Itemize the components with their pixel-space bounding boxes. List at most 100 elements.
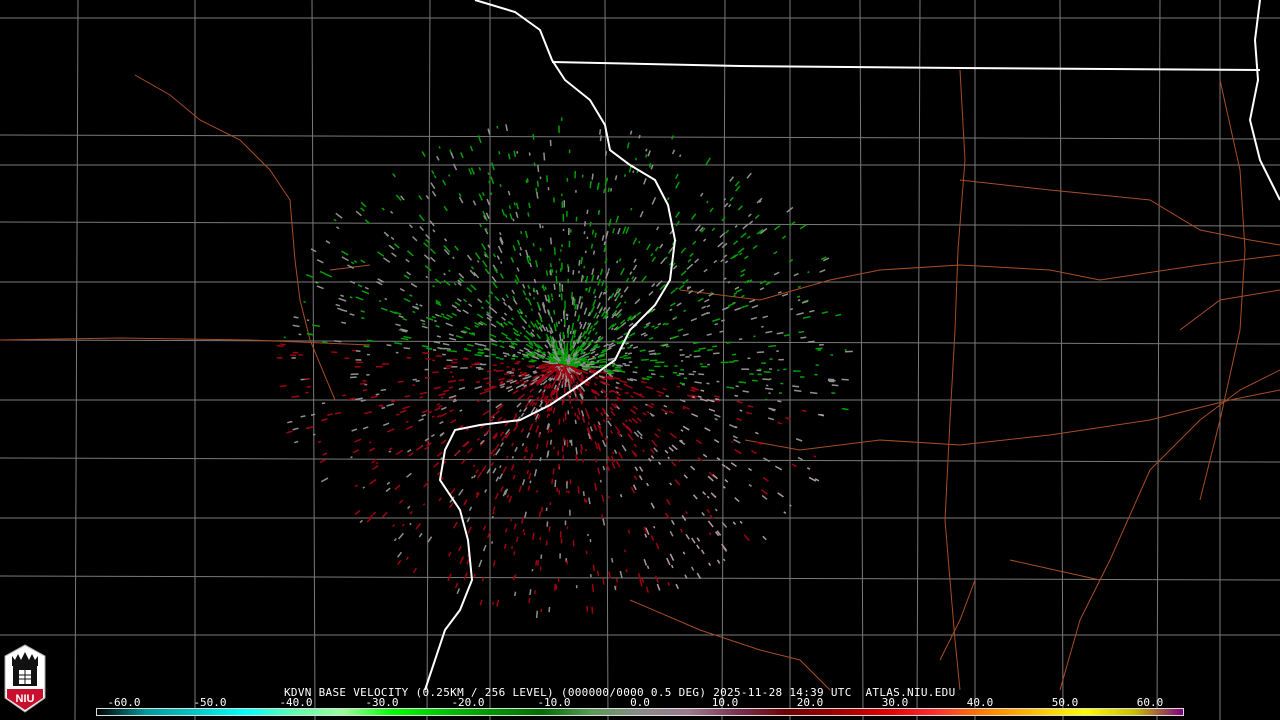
echo-gate bbox=[482, 389, 490, 394]
echo-gate bbox=[438, 404, 443, 408]
echo-gate bbox=[643, 526, 648, 534]
echo-gate bbox=[423, 481, 430, 488]
echo-gate bbox=[606, 416, 610, 420]
echo-gate bbox=[665, 498, 671, 506]
echo-gate bbox=[315, 281, 318, 284]
echo-gate bbox=[538, 373, 544, 377]
echo-gate bbox=[692, 494, 698, 500]
echo-gate bbox=[598, 376, 607, 381]
echo-gate bbox=[604, 285, 608, 292]
echo-gate bbox=[312, 324, 321, 328]
echo-gate bbox=[608, 218, 612, 227]
echo-gate bbox=[671, 135, 675, 140]
echo-gate bbox=[698, 347, 706, 350]
echo-gate bbox=[597, 424, 601, 431]
echo-gate bbox=[539, 223, 542, 229]
echo-gate bbox=[475, 491, 479, 496]
echo-gate bbox=[665, 322, 669, 326]
echo-gate bbox=[494, 295, 500, 302]
echo-gate bbox=[590, 274, 595, 283]
echo-gate bbox=[349, 313, 355, 316]
echo-gate bbox=[593, 396, 598, 400]
echo-gate bbox=[293, 440, 299, 444]
echo-gate bbox=[809, 309, 815, 313]
echo-gate bbox=[670, 289, 676, 295]
echo-gate bbox=[665, 345, 670, 348]
echo-gate bbox=[616, 313, 622, 319]
echo-gate bbox=[582, 351, 586, 355]
echo-gate bbox=[573, 385, 576, 388]
echo-gate bbox=[773, 251, 778, 255]
echo-gate bbox=[544, 344, 549, 349]
echo-gate bbox=[473, 573, 476, 578]
echo-gate bbox=[598, 375, 605, 379]
echo-gate bbox=[582, 275, 585, 279]
echo-gate bbox=[501, 316, 506, 321]
echo-gate bbox=[628, 165, 632, 173]
echo-gate bbox=[582, 368, 588, 371]
echo-gate bbox=[412, 305, 420, 310]
echo-gate bbox=[523, 375, 532, 380]
echo-gate bbox=[555, 342, 559, 350]
echo-gate bbox=[696, 572, 702, 580]
echo-gate bbox=[671, 149, 676, 155]
echo-gate bbox=[623, 332, 628, 336]
echo-gate bbox=[499, 382, 506, 387]
echo-gate bbox=[632, 371, 638, 374]
echo-gate bbox=[604, 178, 608, 186]
echo-gate bbox=[568, 398, 572, 404]
echo-gate bbox=[383, 231, 390, 237]
echo-gate bbox=[478, 193, 483, 201]
echo-gate bbox=[777, 421, 783, 425]
echo-gate bbox=[444, 238, 448, 242]
echo-gate bbox=[633, 431, 640, 438]
echo-gate bbox=[530, 359, 537, 362]
echo-gate bbox=[720, 258, 724, 263]
colorbar-tick: -10.0 bbox=[537, 696, 571, 709]
echo-gate bbox=[535, 443, 539, 450]
echo-gate bbox=[587, 340, 593, 346]
echo-gate bbox=[727, 302, 736, 307]
echo-gate bbox=[579, 339, 583, 344]
echo-gate bbox=[538, 433, 541, 438]
echo-gate bbox=[321, 418, 328, 422]
echo-gate bbox=[632, 170, 635, 173]
echo-gate bbox=[610, 188, 613, 192]
echo-gate bbox=[547, 428, 550, 434]
echo-gate bbox=[505, 294, 509, 299]
echo-gate bbox=[576, 381, 579, 386]
echo-gate bbox=[535, 396, 540, 402]
echo-gate bbox=[692, 341, 700, 345]
echo-gate bbox=[448, 379, 456, 383]
echo-gate bbox=[519, 246, 523, 251]
echo-gate bbox=[548, 413, 551, 417]
echo-gate bbox=[692, 387, 700, 391]
echo-gate bbox=[588, 497, 591, 505]
echo-gate bbox=[422, 322, 426, 326]
echo-gate bbox=[521, 325, 526, 330]
echo-gate bbox=[551, 368, 555, 372]
echo-gate bbox=[752, 244, 758, 250]
echo-gate bbox=[612, 369, 620, 373]
echo-gate bbox=[499, 431, 505, 437]
echo-gate bbox=[407, 449, 412, 453]
echo-gate bbox=[645, 586, 650, 593]
echo-gate bbox=[431, 190, 437, 197]
echo-gate bbox=[466, 516, 471, 523]
echo-gate bbox=[774, 465, 783, 471]
echo-gate bbox=[435, 299, 441, 304]
velocity-echoes bbox=[276, 117, 853, 619]
echo-gate bbox=[612, 310, 617, 316]
echo-gate bbox=[565, 347, 569, 356]
echo-gate bbox=[492, 601, 495, 605]
echo-gate bbox=[640, 380, 647, 384]
echo-gate bbox=[594, 353, 599, 356]
echo-gate bbox=[486, 198, 491, 206]
echo-gate bbox=[554, 373, 560, 380]
echo-gate bbox=[487, 244, 491, 249]
echo-gate bbox=[477, 471, 483, 479]
echo-gate bbox=[662, 343, 669, 347]
echo-gate bbox=[480, 306, 484, 310]
echo-gate bbox=[433, 386, 441, 390]
